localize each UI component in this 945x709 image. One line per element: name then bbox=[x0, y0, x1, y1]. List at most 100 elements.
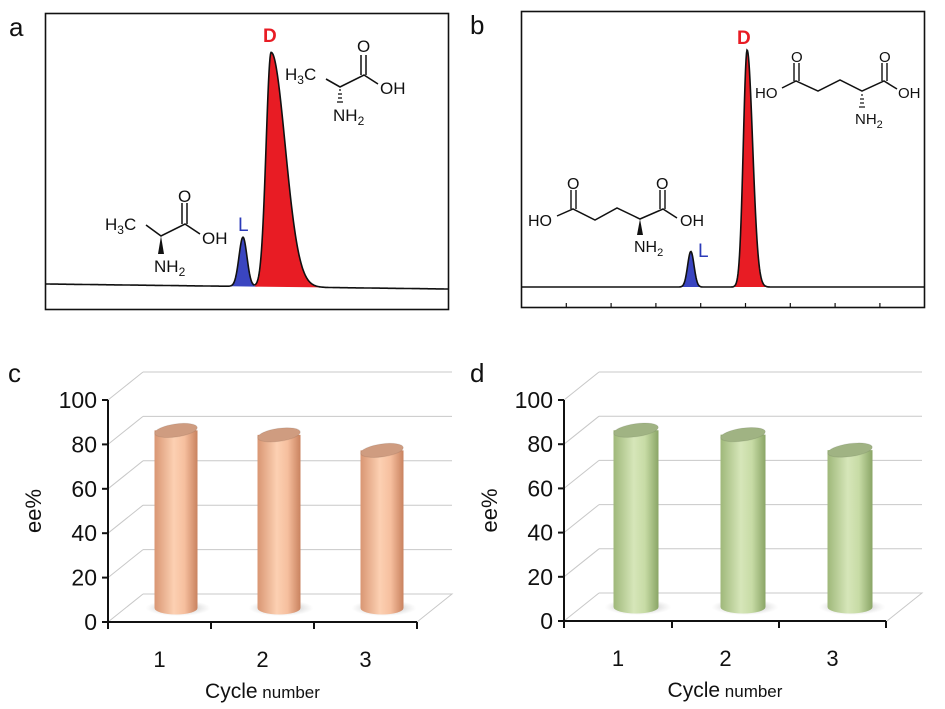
peak-label-L-a: L bbox=[238, 215, 249, 236]
atom-O: O bbox=[178, 187, 191, 206]
bar-2 bbox=[711, 426, 779, 615]
y-tick-label: 100 bbox=[515, 387, 553, 413]
atom-NH: NH bbox=[333, 106, 358, 125]
x-tick-label: 1 bbox=[612, 646, 624, 671]
gridline-side bbox=[563, 548, 600, 578]
x-axis-ticks-b bbox=[565, 303, 881, 307]
subscript-2: 2 bbox=[657, 247, 663, 259]
x-tick-label: 2 bbox=[719, 646, 731, 671]
bar-body bbox=[257, 434, 301, 615]
y-tick-label: 40 bbox=[71, 520, 97, 546]
y-tick-label: 0 bbox=[84, 609, 97, 635]
subscript-3: 3 bbox=[297, 73, 304, 87]
bond-skeleton bbox=[781, 79, 898, 92]
bar-top bbox=[360, 442, 404, 458]
svg-text:NH2: NH2 bbox=[855, 111, 883, 131]
atom-HO: HO bbox=[755, 85, 778, 102]
x-axis-label: Cycle number bbox=[205, 680, 320, 703]
subscript-2: 2 bbox=[877, 119, 883, 131]
peak-label-D-a: D bbox=[263, 26, 277, 47]
x-axis-label-small: number bbox=[720, 682, 783, 701]
atom-HO: HO bbox=[528, 213, 552, 230]
subscript-3: 3 bbox=[117, 223, 124, 237]
y-axis-label: ee% bbox=[477, 488, 502, 532]
svg-text:NH2: NH2 bbox=[154, 257, 186, 279]
peak-fill-D-b bbox=[735, 50, 767, 288]
chromatogram-b-frame bbox=[520, 10, 926, 309]
peak-fill-D-a bbox=[255, 52, 322, 288]
molecule-D-alanine: H3C O OH NH2 bbox=[285, 37, 406, 128]
bond-skeleton bbox=[556, 207, 678, 221]
atom-O: O bbox=[357, 37, 370, 56]
bar-3 bbox=[818, 442, 886, 615]
y-tick-label: 100 bbox=[59, 387, 97, 413]
gridline-side bbox=[563, 592, 600, 622]
chromatogram-a-frame bbox=[44, 12, 450, 311]
bar-top bbox=[827, 442, 873, 458]
wedge-solid bbox=[637, 219, 643, 235]
gridline-side bbox=[563, 460, 600, 489]
x-tick-label: 3 bbox=[826, 646, 838, 671]
gridline-side bbox=[107, 460, 144, 490]
atom-O: O bbox=[656, 176, 668, 193]
atom-OH: OH bbox=[202, 229, 228, 248]
molecule-L-alanine: H3C O OH NH2 bbox=[105, 187, 228, 279]
gridline-side bbox=[107, 504, 144, 534]
chromatogram-b: L D HO O O OH NH2 HO O O OH bbox=[520, 10, 926, 309]
bar-chart-c: 0 20 40 60 80 100 1 2 3 Cycle number ee% bbox=[21, 371, 454, 703]
atom-C: C bbox=[124, 215, 136, 234]
y-tick-label: 80 bbox=[71, 431, 97, 457]
atom-OH: OH bbox=[898, 85, 921, 102]
svg-text:H3C: H3C bbox=[285, 65, 316, 87]
y-tick-label: 20 bbox=[71, 565, 97, 591]
panel-label-a: a bbox=[9, 12, 24, 42]
floor-outline bbox=[143, 593, 454, 623]
panel-label-b: b bbox=[470, 10, 485, 40]
chromatogram-a: L D H3C O OH NH2 H3C O OH bbox=[44, 12, 450, 311]
bar-body bbox=[360, 450, 404, 615]
atom-NH: NH bbox=[855, 111, 877, 128]
atom-OH: OH bbox=[680, 213, 704, 230]
atom-O: O bbox=[791, 49, 803, 66]
atom-OH: OH bbox=[380, 79, 406, 98]
bar-top bbox=[720, 426, 766, 443]
subscript-2: 2 bbox=[179, 265, 186, 279]
x-tick-label: 1 bbox=[153, 647, 165, 672]
svg-text:NH2: NH2 bbox=[634, 239, 663, 259]
bar-top bbox=[154, 422, 198, 438]
y-tick-label: 20 bbox=[527, 564, 553, 590]
x-tick-label: 3 bbox=[359, 647, 371, 672]
atom-H: H bbox=[105, 215, 117, 234]
bond-skeleton bbox=[145, 223, 201, 237]
bar-1 bbox=[145, 422, 211, 616]
bar-body bbox=[613, 430, 659, 614]
atom-NH: NH bbox=[154, 257, 179, 276]
peak-label-D-b: D bbox=[737, 28, 751, 49]
panel-label-c: c bbox=[8, 358, 21, 388]
bar-chart-d: 0 20 40 60 80 100 1 2 3 Cycle number ee% bbox=[477, 371, 924, 702]
panel-label-d: d bbox=[470, 358, 485, 388]
atom-C: C bbox=[304, 65, 316, 84]
gridline-side bbox=[107, 416, 144, 445]
y-tick-label: 60 bbox=[527, 475, 553, 501]
bar-body bbox=[154, 430, 198, 615]
gridline-side bbox=[563, 371, 600, 401]
bond-skeleton bbox=[325, 74, 379, 88]
trace-line-a bbox=[46, 51, 448, 290]
svg-text:NH2: NH2 bbox=[333, 106, 365, 128]
wedge-hashed bbox=[859, 94, 865, 108]
y-tick-label: 40 bbox=[527, 520, 553, 546]
atom-O: O bbox=[567, 176, 579, 193]
atom-O: O bbox=[879, 49, 891, 66]
trace-line-b bbox=[522, 48, 924, 288]
floor-outline bbox=[599, 592, 924, 622]
bar-top bbox=[613, 422, 659, 438]
gridline-side bbox=[563, 415, 600, 445]
bar-body bbox=[720, 434, 766, 614]
gridline-side bbox=[107, 549, 144, 578]
subscript-2: 2 bbox=[358, 114, 365, 128]
x-axis-label: Cycle number bbox=[668, 679, 783, 702]
bar-1 bbox=[604, 422, 672, 615]
x-axis-label-small: number bbox=[258, 683, 321, 702]
y-tick-label: 60 bbox=[71, 476, 97, 502]
